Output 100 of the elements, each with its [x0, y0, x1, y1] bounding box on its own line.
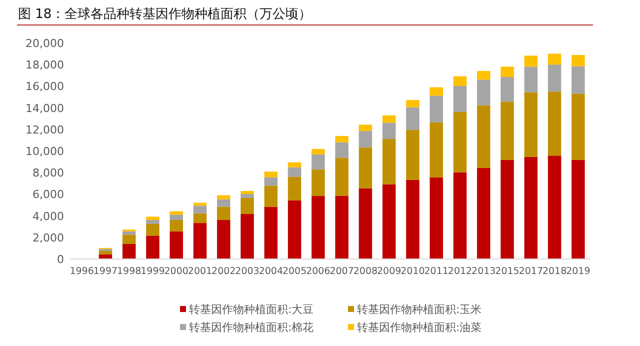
- bar: [382, 115, 396, 123]
- bar: [146, 236, 160, 259]
- x-tick-label: 2017: [518, 266, 544, 277]
- bar: [193, 206, 207, 214]
- bar: [240, 194, 254, 198]
- bar: [264, 206, 278, 259]
- bar: [146, 220, 160, 224]
- bar: [548, 54, 562, 65]
- bar: [264, 186, 278, 207]
- bar: [453, 86, 467, 112]
- bar: [358, 188, 372, 259]
- y-tick-label: 0: [57, 253, 64, 266]
- x-tick-label: 2000: [164, 266, 188, 277]
- bar: [548, 156, 562, 259]
- bar: [548, 64, 562, 92]
- y-tick-label: 8,000: [32, 166, 64, 180]
- x-tick-label: 1997: [93, 266, 118, 277]
- bar: [240, 198, 254, 214]
- legend-label: 转基因作物种植面积:玉米: [357, 303, 482, 316]
- bar: [193, 213, 207, 224]
- bar: [193, 223, 207, 259]
- bar: [406, 180, 420, 259]
- y-tick-label: 16,000: [26, 80, 64, 94]
- bar: [146, 216, 160, 220]
- bar: [572, 160, 585, 259]
- bar: [572, 94, 585, 160]
- bar: [193, 202, 207, 206]
- bar: [500, 66, 514, 78]
- y-tick-label: 12,000: [26, 123, 64, 136]
- x-tick-label: 2008: [353, 266, 378, 277]
- x-tick-label: 1999: [140, 266, 165, 277]
- bar: [524, 56, 538, 67]
- bar: [170, 231, 183, 259]
- x-tick-label: 2004: [258, 266, 284, 277]
- bar: [500, 77, 514, 102]
- bar: [288, 176, 302, 200]
- x-tick-label: 2018: [542, 266, 567, 277]
- bar: [264, 177, 278, 186]
- bar: [335, 158, 348, 196]
- bar: [335, 142, 348, 158]
- bar: [312, 169, 325, 196]
- bar: [358, 147, 372, 188]
- bar: [288, 200, 302, 259]
- x-tick-label: 2019: [566, 266, 590, 277]
- x-tick-label: 2011: [424, 266, 448, 277]
- bar: [170, 220, 183, 232]
- y-tick-label: 18,000: [26, 58, 64, 72]
- bar: [382, 122, 396, 140]
- y-tick-label: 6,000: [32, 188, 64, 202]
- bar: [477, 70, 490, 80]
- x-tick-label: 2010: [400, 266, 425, 277]
- y-tick-label: 4,000: [32, 210, 64, 223]
- legend-label: 转基因作物种植面积:棉花: [189, 321, 314, 334]
- bar: [122, 234, 136, 244]
- bar: [548, 92, 562, 156]
- bar: [217, 195, 230, 200]
- bar: [312, 154, 325, 170]
- x-tick-label: 2005: [282, 266, 307, 277]
- bar: [524, 66, 538, 92]
- bar: [477, 168, 490, 259]
- bar: [382, 139, 396, 184]
- bar: [358, 131, 372, 148]
- bar: [500, 160, 514, 259]
- bar: [170, 214, 183, 220]
- bar: [477, 105, 490, 168]
- legend-label: 转基因作物种植面积:大豆: [189, 303, 314, 316]
- bar: [430, 96, 443, 122]
- y-tick-label: 20,000: [26, 37, 64, 50]
- bar: [240, 214, 254, 259]
- x-tick-label: 1998: [116, 266, 142, 277]
- bar: [524, 92, 538, 157]
- x-tick-label: 2009: [376, 266, 402, 277]
- bar: [406, 100, 420, 108]
- title: 图 18：全球各品种转基因作物种植面积（万公顷）: [18, 7, 312, 22]
- x-tick-label: 1996: [70, 266, 94, 277]
- bar: [217, 220, 230, 259]
- x-tick-label: 2001: [188, 266, 212, 277]
- bar: [98, 251, 112, 254]
- x-tick-label: 2003: [235, 266, 260, 277]
- x-tick-label: 2006: [306, 266, 330, 277]
- bar: [572, 66, 585, 94]
- bar: [240, 190, 254, 194]
- bar: [500, 102, 514, 160]
- bar: [453, 76, 467, 86]
- bar: [524, 156, 538, 259]
- y-tick-label: 10,000: [26, 145, 64, 158]
- bar: [430, 122, 443, 178]
- bar: [217, 199, 230, 207]
- x-tick-label: 2002: [212, 266, 236, 277]
- bar: [358, 124, 372, 132]
- bar: [98, 248, 112, 252]
- bar: [382, 184, 396, 259]
- bar: [98, 254, 112, 259]
- bar: [477, 80, 490, 106]
- x-tick-label: 2015: [495, 266, 520, 277]
- bar: [572, 54, 585, 66]
- bar: [406, 107, 420, 130]
- x-tick-label: 2013: [472, 266, 496, 277]
- bar: [453, 112, 467, 172]
- x-tick-label: 2012: [448, 266, 472, 277]
